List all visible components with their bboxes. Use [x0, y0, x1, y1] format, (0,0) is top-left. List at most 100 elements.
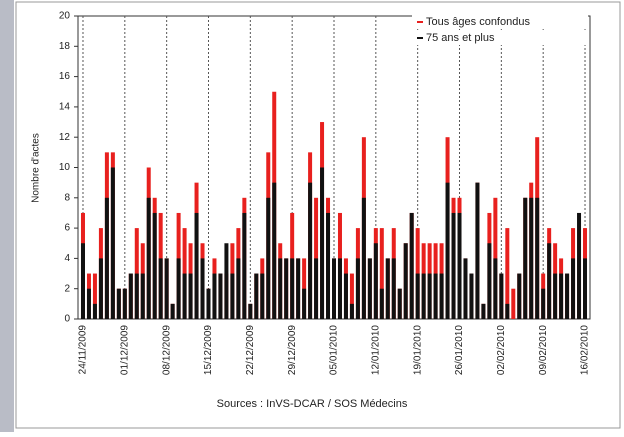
bar [541, 288, 546, 319]
x-tick-label: 05/01/2010 [329, 325, 340, 375]
bar [326, 212, 331, 319]
legend-label: 75 ans et plus [426, 32, 495, 44]
y-tick-label: 10 [59, 162, 71, 173]
bar [104, 197, 109, 319]
bar [182, 273, 187, 319]
bar [475, 182, 480, 319]
x-tick-label: 02/02/2010 [496, 325, 507, 375]
bar [134, 273, 139, 319]
bar [367, 258, 372, 319]
bar [517, 273, 522, 319]
bar [92, 303, 97, 319]
y-tick-label: 16 [59, 71, 71, 82]
bar [314, 258, 319, 319]
bar [451, 212, 456, 319]
bar [571, 258, 576, 319]
bar [254, 273, 259, 319]
bar [152, 212, 157, 319]
bar [218, 273, 223, 319]
bar [92, 273, 97, 319]
source: Sources : InVS-DCAR / SOS Médecins [217, 398, 408, 410]
bar [194, 212, 199, 319]
x-tick-label: 08/12/2009 [161, 325, 172, 375]
x-tick-label: 12/01/2010 [370, 325, 381, 375]
bar [296, 258, 301, 319]
bar [98, 258, 103, 319]
bar [224, 243, 229, 319]
bar [188, 273, 193, 319]
bar [559, 273, 564, 319]
bar [206, 288, 211, 319]
legend-bg [412, 15, 588, 29]
y-tick-label: 18 [59, 41, 71, 52]
bar [481, 303, 486, 319]
x-tick-label: 01/12/2009 [119, 325, 130, 375]
bar [176, 258, 181, 319]
x-tick-label: 26/01/2010 [454, 325, 465, 375]
bar [230, 273, 235, 319]
bar [146, 197, 151, 319]
bar [505, 228, 510, 319]
legend-bg [412, 31, 588, 45]
bar [379, 228, 384, 319]
bar [212, 273, 217, 319]
bar [343, 273, 348, 319]
bar [433, 273, 438, 319]
bar [511, 288, 516, 319]
bar [200, 258, 205, 319]
x-tick-label: 16/02/2010 [580, 325, 591, 375]
y-tick-label: 14 [59, 102, 71, 113]
x-tick-label: 22/12/2009 [245, 325, 256, 375]
bar [337, 258, 342, 319]
x-tick-label: 29/12/2009 [287, 325, 298, 375]
bar [565, 273, 570, 319]
bar [80, 243, 85, 319]
x-tick-label: 24/11/2009 [78, 325, 89, 375]
bar [284, 258, 289, 319]
bar [523, 197, 528, 319]
side-strip [0, 0, 14, 432]
bar [553, 273, 558, 319]
bar [391, 258, 396, 319]
bar [290, 258, 295, 319]
bar [445, 182, 450, 319]
bar [415, 273, 420, 319]
bar [529, 197, 534, 319]
x-tick-label: 15/12/2009 [203, 325, 214, 375]
bar [469, 273, 474, 319]
bar [110, 167, 115, 319]
bar [320, 167, 325, 319]
bar [248, 303, 253, 319]
bar [242, 212, 247, 319]
y-tick-label: 8 [64, 192, 70, 203]
bar [499, 273, 504, 319]
bar [463, 258, 468, 319]
bar [361, 197, 366, 319]
x-tick-label: 19/01/2010 [412, 325, 423, 375]
bar [236, 258, 241, 319]
y-tick-label: 0 [64, 314, 70, 325]
bar [493, 258, 498, 319]
bar [278, 258, 283, 319]
x-tick-label: 09/02/2010 [538, 325, 549, 375]
y-tick-label: 12 [59, 132, 71, 143]
bar [349, 303, 354, 319]
bar [116, 288, 121, 319]
bar [128, 273, 133, 319]
bar [349, 273, 354, 319]
bar [547, 243, 552, 319]
bar [409, 212, 414, 319]
y-tick-label: 4 [64, 253, 70, 264]
y-tick-label: 6 [64, 223, 70, 234]
bar [302, 288, 307, 319]
bar [577, 212, 582, 319]
bar [457, 212, 462, 319]
bar [385, 258, 390, 319]
bar [122, 288, 127, 319]
bar [373, 243, 378, 319]
bar [332, 258, 336, 319]
bar [164, 258, 169, 319]
bar [260, 273, 265, 319]
bar [535, 197, 540, 319]
